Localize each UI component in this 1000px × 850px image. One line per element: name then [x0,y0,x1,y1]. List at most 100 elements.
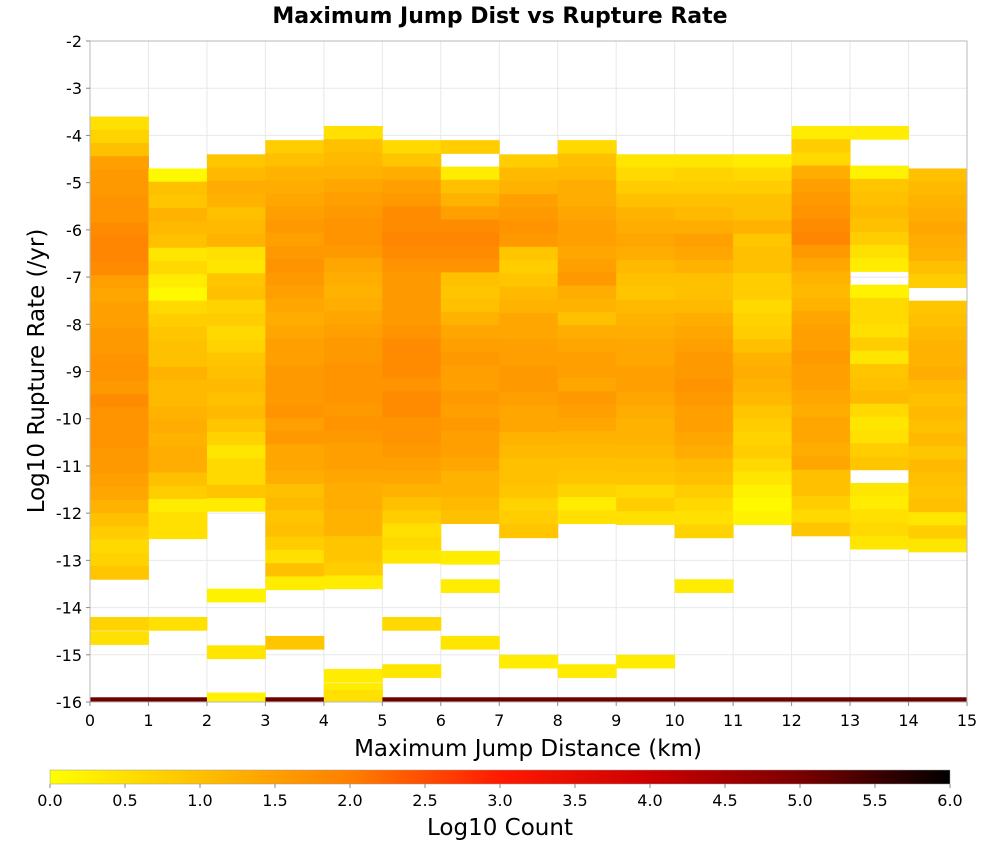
heatmap-cell [90,552,149,567]
heatmap-cell [499,418,559,433]
heatmap-cell [265,497,325,511]
heatmap-cell [265,697,325,703]
heatmap-cell [733,273,793,288]
heatmap-cell [850,337,910,352]
heatmap-cell [908,234,968,249]
heatmap-cell [674,193,734,208]
heatmap-cell [616,273,676,288]
colorbar-tick-label: 5.5 [862,791,887,810]
heatmap-cell [791,416,851,431]
heatmap-cell [323,337,383,352]
colorbar-tick-label: 4.0 [637,791,662,810]
heatmap-cell [265,391,325,406]
heatmap-cell [674,167,734,182]
heatmap-cell [90,195,149,210]
heatmap-cell [557,430,617,445]
y-axis-label: Log10 Rupture Rate (/yr) [24,229,50,514]
heatmap-cell [265,635,325,650]
heatmap-cell [499,207,559,221]
x-tick-label: 1 [143,711,153,730]
heatmap-cell [791,271,851,286]
heatmap-cell [616,379,676,393]
heatmap-cell [908,313,968,328]
heatmap-cell [616,405,676,420]
heatmap-cell [148,168,208,183]
heatmap-cell [90,116,149,131]
heatmap-cell [908,512,968,526]
heatmap-cell [265,338,325,353]
colorbar-tick-label: 1.0 [187,791,212,810]
heatmap-cell [382,219,442,234]
heatmap-cell [206,180,266,195]
heatmap-cell [733,326,793,340]
heatmap-cell [90,380,149,395]
heatmap-cell [850,125,910,140]
heatmap-cell [382,140,442,154]
colorbar-tick-label: 1.5 [262,791,287,810]
heatmap-cell [616,312,676,327]
heatmap-cell [382,259,442,273]
heatmap-cell [440,483,500,498]
heatmap-cell [382,206,442,220]
heatmap-cell [850,205,910,220]
chart-title: Maximum Jump Dist vs Rupture Rate [272,4,727,29]
heatmap-cell [440,219,500,234]
heatmap-cell [148,247,208,262]
heatmap-cell [791,377,851,391]
heatmap-cell [733,220,793,235]
heatmap-cell [791,231,851,246]
heatmap-cell [382,285,442,300]
heatmap-cell [323,284,383,299]
heatmap-cell [616,392,676,406]
heatmap-cell [791,390,851,405]
heatmap-cell [674,392,734,406]
heatmap-cell [323,192,383,206]
heatmap-cell [90,617,149,631]
heatmap-cell [382,153,442,168]
heatmap-cell [674,405,734,420]
heatmap-cell [850,192,910,206]
heatmap-cell [323,416,383,431]
heatmap-cell [206,286,266,301]
heatmap-cell [382,404,442,419]
heatmap-cell [90,486,149,501]
heatmap-cell [499,365,559,380]
heatmap-cell [674,220,734,235]
x-tick-label: 3 [260,711,270,730]
heatmap-cell [323,231,383,246]
heatmap-cell [148,419,208,434]
heatmap-cell [557,444,617,458]
heatmap-cell [674,273,734,288]
heatmap-cell [850,231,910,246]
heatmap-cell [557,166,617,181]
y-axis-ticks: -2 -3 -4 -5 -6 -7 -8 -9 -10 -11 -12 -13 -14 -15 -16 [56,32,90,712]
heatmap-cell [440,457,500,472]
heatmap-cell [850,377,910,391]
heatmap-cell [382,457,442,472]
heatmap-cell [323,390,383,405]
heatmap-cell [850,430,910,444]
heatmap-cell [674,312,734,327]
y-tick-label: -6 [66,221,82,240]
heatmap-cell [499,286,559,301]
heatmap-cell [616,246,676,261]
heatmap-cell [499,326,559,340]
heatmap-cell [440,510,500,525]
heatmap-cell [148,379,208,394]
x-tick-label: 5 [377,711,387,730]
heatmap-cell [148,432,208,447]
y-tick-label: -16 [56,693,82,712]
heatmap-cell [323,575,383,590]
heatmap-cell [440,285,500,300]
heatmap-cell [733,431,793,446]
heatmap-cell [440,272,500,287]
heatmap-cell [499,180,559,195]
y-tick-label: -5 [66,174,82,193]
heatmap-cell [908,300,968,315]
heatmap-cell [90,209,149,223]
heatmap-cell [850,258,910,272]
heatmap-cell [90,248,149,263]
heatmap-cell [90,354,149,369]
colorbar-tick-label: 3.0 [487,791,512,810]
